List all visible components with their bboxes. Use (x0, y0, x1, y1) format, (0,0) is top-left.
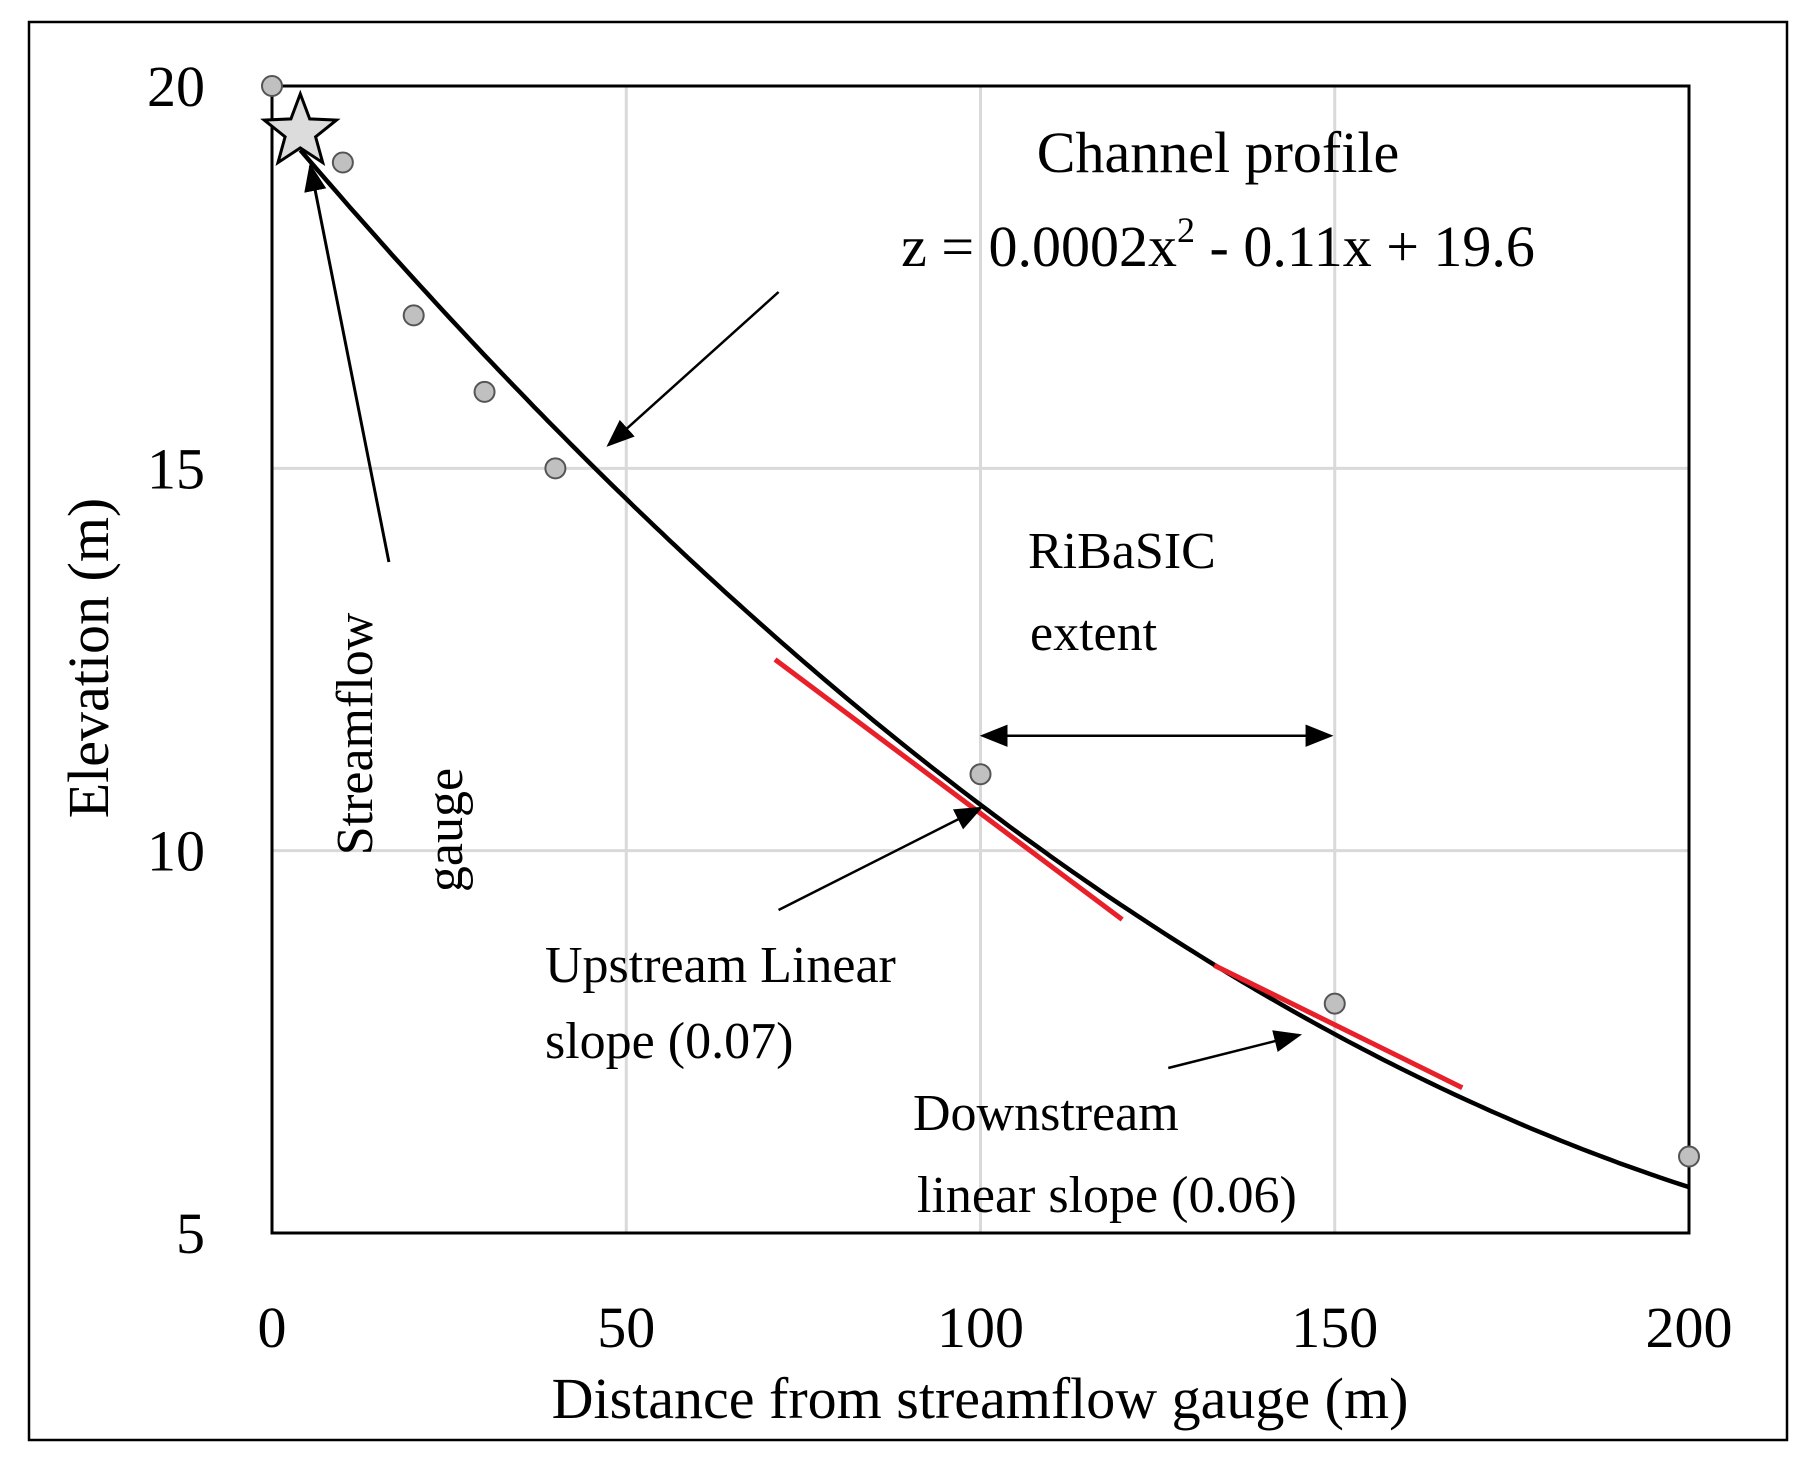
upstream-label-line2: slope (0.07) (545, 1013, 793, 1070)
data-points-layer (261, 75, 1700, 1168)
y-axis-title: Elevation (m) (56, 498, 121, 819)
gauge-label-line1: Streamflow (327, 612, 384, 855)
extent-label-line1: RiBaSIC (1028, 523, 1216, 580)
gauge-label-line2: gauge (417, 768, 474, 892)
upstream-label-line1: Upstream Linear (545, 937, 896, 994)
gauge-star-marker (260, 89, 341, 167)
data-point (1323, 992, 1346, 1015)
equation-arrow (606, 291, 780, 447)
downstream-slope-line (1213, 963, 1464, 1090)
gauge-arrow (304, 163, 391, 563)
upstream-slope-line (773, 657, 1124, 922)
y-tick-label: 10 (147, 819, 205, 884)
data-point (261, 75, 283, 97)
fit-curve (298, 148, 1690, 1190)
extent-label-line2: extent (1030, 605, 1158, 662)
slope-lines-layer (773, 657, 1464, 1090)
fit-equation-suffix: - 0.11x + 19.6 (1195, 214, 1535, 279)
y-tick-label: 20 (147, 54, 205, 119)
x-tick-label: 100 (937, 1295, 1024, 1360)
plot-area (270, 84, 1691, 1235)
figure-frame (27, 20, 1789, 1442)
fit-equation-prefix: z = 0.0002x (901, 214, 1177, 279)
y-tick-label: 5 (176, 1201, 205, 1266)
data-point (544, 457, 567, 480)
x-tick-label: 200 (1646, 1295, 1733, 1360)
gridlines (272, 86, 1689, 1233)
x-axis-title: Distance from streamflow gauge (m) (552, 1366, 1409, 1431)
upstream-arrow (778, 806, 983, 912)
fit-curve-layer (298, 148, 1690, 1190)
chart-title: Channel profile (1037, 120, 1399, 185)
x-tick-label: 50 (597, 1295, 655, 1360)
fit-equation: z = 0.0002x2 - 0.11x + 19.6 (901, 210, 1535, 279)
data-point (1678, 1145, 1700, 1168)
x-tick-label: 0 (258, 1295, 287, 1360)
y-tick-label: 15 (147, 436, 205, 501)
x-tick-label: 150 (1291, 1295, 1378, 1360)
fit-equation-exponent: 2 (1177, 210, 1195, 250)
data-point (473, 380, 496, 403)
axis-tick-labels: 0 50 100 150 200 5 10 15 20 (147, 54, 1733, 1360)
downstream-label-line2: linear slope (0.06) (917, 1167, 1297, 1224)
data-point (969, 763, 992, 786)
annotations-layer (260, 89, 1334, 1070)
data-point (331, 151, 354, 174)
downstream-label-line1: Downstream (913, 1085, 1179, 1142)
data-point (402, 304, 425, 327)
downstream-arrow (1167, 1030, 1303, 1070)
